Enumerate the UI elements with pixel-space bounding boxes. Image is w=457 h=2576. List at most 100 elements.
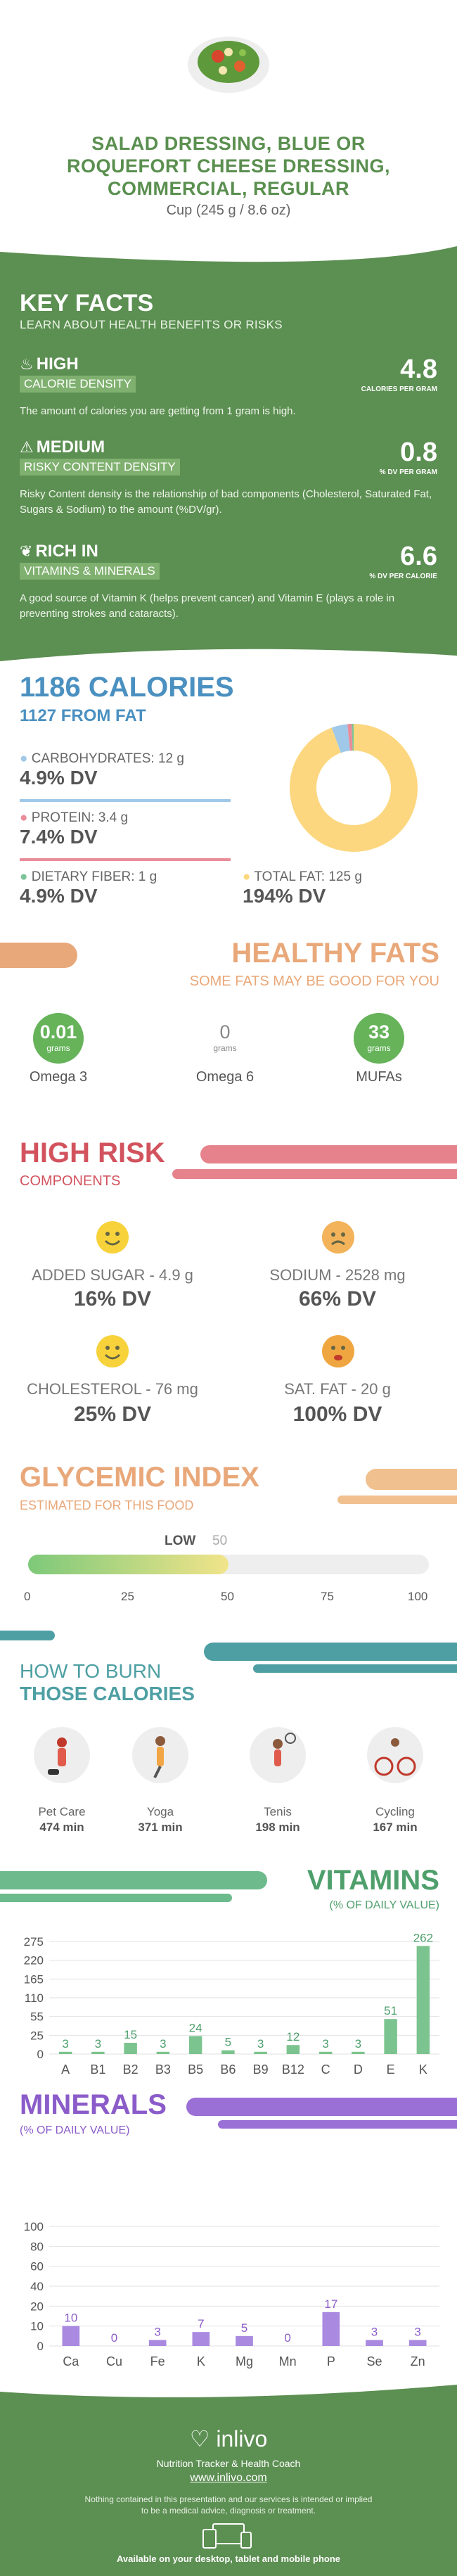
- x-tick-label: Se: [366, 2354, 382, 2368]
- donut-slice-fiber: [290, 724, 418, 852]
- y-tick-label: 55: [30, 2010, 44, 2024]
- omega3-circle: 0.01 grams: [33, 1013, 84, 1064]
- bar-value-label: 0: [111, 2331, 117, 2345]
- sad-face-icon: [322, 1221, 354, 1254]
- high-risk-title: HIGH RISK: [20, 1137, 165, 1168]
- bar: [156, 2051, 170, 2054]
- x-tick-label: B5: [188, 2062, 203, 2077]
- bar: [62, 2326, 80, 2346]
- x-tick-label: B1: [90, 2062, 105, 2077]
- fat-stat: ● TOTAL FAT: 125 g 194% DV: [243, 869, 362, 907]
- bar-value-label: 3: [160, 2037, 166, 2051]
- y-tick-label: 25: [30, 2029, 44, 2042]
- x-tick-label: Mg: [236, 2354, 253, 2368]
- key-facts-title: KEY FACTS: [20, 290, 154, 317]
- bar-value-label: 24: [189, 2021, 202, 2034]
- y-tick-label: 10: [30, 2320, 44, 2333]
- glycemic-title: GLYCEMIC INDEX: [20, 1462, 259, 1493]
- bar: [91, 2051, 105, 2054]
- bar-value-label: 3: [371, 2326, 378, 2339]
- vitamins-minerals-value: 6.6: [400, 542, 437, 571]
- warning-icon: ⚠: [20, 438, 34, 456]
- bar: [254, 2051, 267, 2054]
- x-tick-label: K: [197, 2354, 205, 2368]
- bar: [408, 2340, 427, 2346]
- y-tick-label: 80: [30, 2240, 44, 2253]
- x-tick-label: D: [354, 2062, 363, 2077]
- tennis-icon: [250, 1727, 306, 1783]
- bar-value-label: 51: [384, 2004, 397, 2017]
- risky-content-fact: ⚠ MEDIUM RISKY CONTENT DENSITY: [20, 438, 180, 476]
- leaf-icon: ❦: [20, 542, 33, 560]
- bar: [384, 2019, 397, 2054]
- cycling-icon: [367, 1727, 423, 1783]
- calorie-density-label: CALORIE DENSITY: [20, 376, 136, 393]
- bar-value-label: 7: [198, 2317, 204, 2330]
- x-tick-label: B2: [123, 2062, 139, 2077]
- bar-value-label: 262: [413, 1931, 433, 1944]
- yoga-icon: [132, 1727, 188, 1783]
- bar: [352, 2051, 365, 2054]
- vitamins-bar-chart: 0 25 55 110 165 220 275 3 A 3 B1 15 B2 3 B3 24 B5 5 B6 3 B9 1…: [24, 1931, 439, 2077]
- bar-value-label: 3: [257, 2037, 264, 2051]
- y-tick-label: 110: [25, 1991, 44, 2005]
- x-tick-label: K: [419, 2062, 427, 2077]
- brand-logo: ♡ inlivo: [189, 2426, 268, 2451]
- flame-icon: ♨: [20, 355, 34, 373]
- x-tick-label: E: [387, 2062, 395, 2077]
- x-tick-label: B6: [220, 2062, 236, 2077]
- healthy-fats-subtitle: SOME FATS MAY BE GOOD FOR YOU: [189, 974, 439, 989]
- bar: [148, 2340, 167, 2346]
- pet-care-icon: [34, 1727, 90, 1783]
- bar: [192, 2332, 210, 2346]
- bar-value-label: 3: [322, 2037, 328, 2051]
- burn-title: HOW TO BURN: [20, 1660, 162, 1682]
- calorie-density-value: 4.8: [400, 355, 437, 384]
- bar: [221, 2050, 235, 2054]
- bar-value-label: 3: [355, 2037, 361, 2051]
- bar-value-label: 3: [62, 2037, 68, 2051]
- bar-value-label: 17: [324, 2297, 337, 2311]
- minerals-title: MINERALS: [20, 2089, 167, 2120]
- bar: [416, 1946, 430, 2054]
- bar: [124, 2043, 137, 2054]
- bar-value-label: 3: [154, 2326, 160, 2339]
- mufa-circle: 33 grams: [354, 1013, 404, 1064]
- minerals-bar-chart: 0 10 20 40 60 80 100 10 Ca 0 Cu 3 Fe 7 K 5 Mg 0 Mn 17 P 3 Se 3 Z…: [24, 2220, 439, 2368]
- bar-value-label: 0: [284, 2331, 290, 2345]
- site-link[interactable]: www.inlivo.com: [190, 2472, 267, 2484]
- x-tick-label: C: [321, 2062, 330, 2077]
- devices-icon: [200, 2523, 257, 2554]
- bar-value-label: 10: [64, 2312, 77, 2325]
- bar: [236, 2335, 253, 2346]
- fiber-stat: ● DIETARY FIBER: 1 g 4.9% DV: [20, 869, 157, 907]
- x-tick-label: Zn: [411, 2354, 425, 2368]
- carbs-stat: ● CARBOHYDRATES: 12 g 4.9% DV: [20, 751, 184, 789]
- bar-value-label: 15: [124, 2028, 137, 2041]
- calorie-density-fact: ♨ HIGH CALORIE DENSITY: [20, 355, 136, 393]
- x-tick-label: B3: [155, 2062, 171, 2077]
- donut-slice-fat: [290, 724, 418, 852]
- key-facts-section: [0, 246, 457, 661]
- y-tick-label: 0: [37, 2048, 44, 2061]
- happy-face-icon: [96, 1335, 129, 1367]
- vitamins-title: VITAMINS: [307, 1865, 439, 1896]
- omega6-value: 0 grams: [213, 1021, 237, 1053]
- bar: [286, 2045, 300, 2054]
- x-tick-label: Mn: [279, 2354, 297, 2368]
- happy-face-icon: [96, 1221, 129, 1254]
- y-tick-label: 0: [37, 2340, 44, 2353]
- bar-value-label: 5: [241, 2321, 247, 2335]
- bar-value-label: 5: [225, 2036, 231, 2049]
- bar: [188, 2036, 202, 2054]
- y-tick-label: 275: [24, 1935, 44, 1949]
- salad-image: [179, 21, 278, 98]
- calories-from-fat: 1127 FROM FAT: [20, 706, 146, 725]
- protein-stat: ● PROTEIN: 3.4 g 7.4% DV: [20, 810, 129, 848]
- y-tick-label: 60: [30, 2260, 44, 2274]
- y-tick-label: 20: [30, 2300, 44, 2313]
- glycemic-fill: [28, 1555, 228, 1574]
- sick-face-icon: [322, 1335, 354, 1367]
- vitamins-minerals-fact: ❦ RICH IN VITAMINS & MINERALS: [20, 542, 160, 580]
- y-tick-label: 40: [30, 2280, 44, 2293]
